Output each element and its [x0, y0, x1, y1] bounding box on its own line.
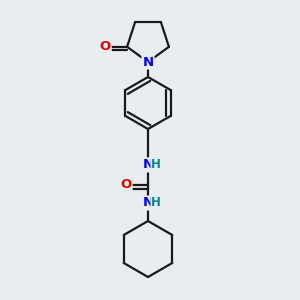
Text: N: N — [142, 56, 154, 68]
Text: N: N — [142, 196, 154, 209]
Text: H: H — [151, 196, 161, 209]
Text: O: O — [120, 178, 132, 191]
Text: H: H — [151, 158, 161, 172]
Text: N: N — [142, 158, 154, 172]
Text: O: O — [100, 40, 111, 53]
